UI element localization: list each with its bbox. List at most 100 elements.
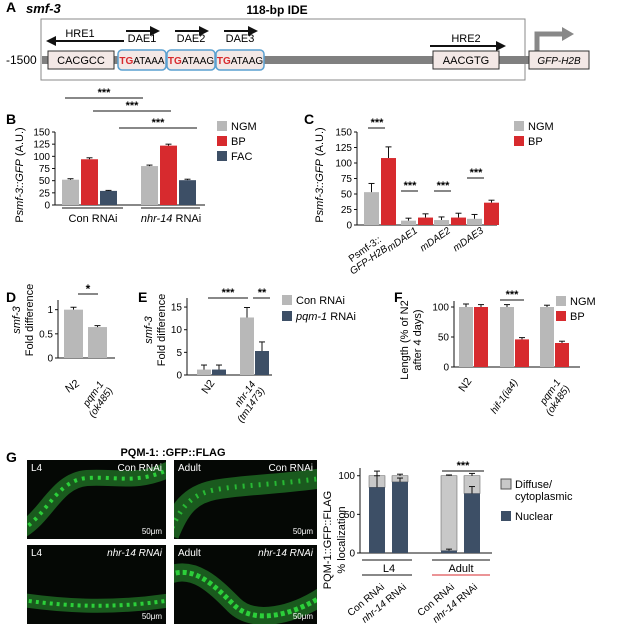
panel-label-b: B [6, 111, 16, 127]
svg-text:FAC: FAC [231, 151, 252, 163]
gene-name: smf-3 [26, 1, 61, 16]
bar [484, 202, 499, 225]
g-stage-adult: Adult [448, 563, 473, 575]
c-cat-mdae1: mDAE1 [385, 225, 420, 254]
hre1-label: HRE1 [65, 28, 94, 40]
svg-text:DAE2: DAE2 [177, 33, 206, 45]
svg-text:***: *** [126, 100, 140, 112]
bar [418, 217, 433, 225]
d-ylabel: Fold difference [24, 284, 36, 357]
y-tick-label: 50 [344, 510, 356, 521]
b-significance: *** *** *** [65, 87, 197, 129]
svg-text:***: *** [371, 117, 385, 129]
g-stage-l4: L4 [383, 563, 395, 575]
bar-nuclear [369, 487, 385, 553]
bar [467, 218, 482, 225]
y-tick-label: 0 [44, 201, 50, 212]
position-label: -1500 [6, 53, 37, 67]
bar [179, 180, 196, 205]
micrograph-l4-con: L4 Con RNAi 50μm [27, 460, 166, 539]
y-tick-label: 5 [176, 348, 182, 359]
bar [459, 307, 473, 367]
f-bars [459, 303, 569, 367]
y-tick-label: 50 [341, 190, 353, 201]
svg-text:Diffuse/: Diffuse/ [515, 479, 553, 491]
y-tick-label: 15 [171, 303, 183, 314]
svg-text:BP: BP [528, 136, 543, 148]
y-tick-label: 100 [432, 303, 449, 314]
bar [555, 343, 569, 367]
bar [451, 217, 466, 225]
bar-diffuse [440, 475, 458, 551]
c-significance: *** *** *** *** [368, 117, 484, 192]
f-legend: NGM BP [556, 296, 596, 323]
bar [88, 327, 107, 358]
bar [212, 369, 226, 375]
gfp-box [528, 50, 590, 70]
b-ylabel: Psmf-3::GFP (A.U.) [14, 127, 26, 222]
svg-text:cytoplasmic: cytoplasmic [515, 491, 573, 503]
svg-text:***: *** [404, 180, 418, 192]
e-cat-n2: N2 [200, 378, 218, 396]
bar [62, 179, 79, 205]
micrograph-adult-con: Adult Con RNAi 50μm [174, 460, 317, 539]
svg-text:pqm-1 RNAi: pqm-1 RNAi [295, 311, 356, 323]
svg-text:NGM: NGM [231, 121, 257, 133]
panel-label-c: C [304, 111, 314, 127]
bar [401, 220, 416, 225]
bar [141, 166, 158, 205]
y-tick-label: 100 [338, 471, 355, 482]
b-group-con: Con RNAi [69, 213, 118, 225]
y-tick-label: 10 [171, 325, 183, 336]
e-bars [197, 307, 269, 375]
bar [255, 350, 269, 375]
y-tick-label: 0 [443, 363, 449, 374]
y-tick-label: 50 [39, 176, 51, 187]
svg-text:***: *** [437, 180, 451, 192]
c-bars [364, 146, 499, 225]
bar-nuclear [392, 481, 408, 553]
g-ylabel-2: % localization [336, 506, 348, 573]
svg-text:DAE3: DAE3 [226, 33, 255, 45]
bar [500, 307, 514, 367]
bar [364, 192, 379, 225]
bar [240, 317, 254, 375]
svg-text:Nuclear: Nuclear [515, 511, 553, 523]
bar [160, 145, 177, 205]
hre1-arrow [46, 36, 56, 46]
hre1-seq: CACGCC [57, 55, 105, 67]
g-sig: *** [457, 460, 471, 472]
y-tick-label: 25 [39, 188, 51, 199]
svg-text:BP: BP [231, 136, 246, 148]
bar-nuclear [441, 550, 457, 553]
svg-text:BP: BP [570, 311, 585, 323]
y-tick-label: 1 [47, 305, 53, 316]
bar [81, 159, 98, 205]
svg-text:***: *** [470, 167, 484, 179]
y-tick-label: 0 [176, 371, 182, 382]
y-tick-label: 0 [47, 354, 53, 365]
g-bars [368, 470, 481, 553]
y-tick-label: 150 [335, 128, 352, 139]
hre2-seq: AACGTG [443, 55, 489, 67]
svg-text:***: *** [222, 287, 236, 299]
b-group-nhr14: nhr-14 RNAi [141, 213, 201, 225]
g-legend: Diffuse/ cytoplasmic Nuclear [500, 478, 573, 523]
f-cat-hif1: hif-1(ia4) [489, 377, 521, 416]
svg-text:DAE1: DAE1 [128, 33, 157, 45]
bar [515, 339, 529, 367]
d-ylabel-gene: smf-3 [11, 305, 23, 333]
b-bars [62, 143, 196, 205]
svg-text:Con RNAi: Con RNAi [296, 295, 345, 307]
d-bars [64, 306, 107, 358]
e-cat-nhr14: nhr-14(tm1473) [226, 379, 267, 425]
bar-nuclear [464, 493, 480, 553]
panel-label-f: F [394, 289, 403, 305]
bar [540, 307, 554, 367]
c-cat-mdae2: mDAE2 [418, 225, 453, 254]
e-ylabel-gene: smf-3 [143, 315, 155, 343]
svg-text:**: ** [258, 287, 267, 299]
y-tick-label: 150 [33, 128, 50, 139]
f-sig: *** [506, 289, 520, 301]
